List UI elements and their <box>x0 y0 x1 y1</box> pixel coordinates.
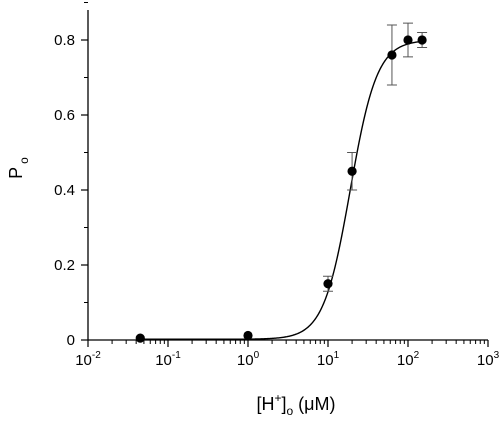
data-point <box>347 166 357 176</box>
x-tick-label-base: 10 <box>237 352 254 369</box>
data-point <box>135 333 145 343</box>
x-tick-label: 101 <box>317 350 340 369</box>
data-point <box>243 330 253 341</box>
data-point <box>417 35 427 45</box>
x-axis-label-close: ] <box>281 394 286 414</box>
x-axis-label-base: [H <box>256 394 274 414</box>
x-tick-label-base: 10 <box>75 352 92 369</box>
x-tick-label-exp: 2 <box>414 350 420 361</box>
x-tick-label: 100 <box>237 350 260 369</box>
x-tick-label: 103 <box>477 350 500 369</box>
x-tick-label-base: 10 <box>397 352 414 369</box>
data-point <box>387 50 397 60</box>
x-tick-label-base: 10 <box>155 352 172 369</box>
x-tick-label: 10-1 <box>155 350 181 369</box>
fit-curve <box>136 40 425 340</box>
x-tick-label: 10-2 <box>75 350 101 369</box>
y-tick-label: 0.6 <box>54 107 75 124</box>
x-tick-label-exp: 3 <box>494 350 500 361</box>
y-tick-label: 0.8 <box>54 32 75 49</box>
y-axis-label: Po <box>6 157 31 179</box>
y-tick-label: 0 <box>67 332 75 349</box>
data-points <box>135 35 427 343</box>
x-axis-label: [H+]o (μM) <box>256 391 335 418</box>
data-point <box>403 35 413 45</box>
x-axis-label-sub: o <box>286 404 293 418</box>
x-axis-label-unit: (μM) <box>293 394 335 414</box>
x-tick-label-exp: 1 <box>334 350 340 361</box>
y-axis-label-sub: o <box>17 157 31 164</box>
x-tick-label-exp: -1 <box>172 350 181 361</box>
x-tick-label-exp: 0 <box>254 350 260 361</box>
x-axis-label-sup: + <box>274 391 281 405</box>
x-tick-label: 102 <box>397 350 420 369</box>
y-tick-label: 0.2 <box>54 257 75 274</box>
x-tick-label-base: 10 <box>477 352 494 369</box>
data-point <box>323 279 333 289</box>
axes <box>81 2 489 347</box>
y-tick-label: 0.4 <box>54 182 75 199</box>
fit-curve-layer <box>136 40 425 340</box>
x-tick-label-exp: -2 <box>92 350 101 361</box>
y-axis-label-main: P <box>6 167 26 179</box>
x-tick-label-base: 10 <box>317 352 334 369</box>
